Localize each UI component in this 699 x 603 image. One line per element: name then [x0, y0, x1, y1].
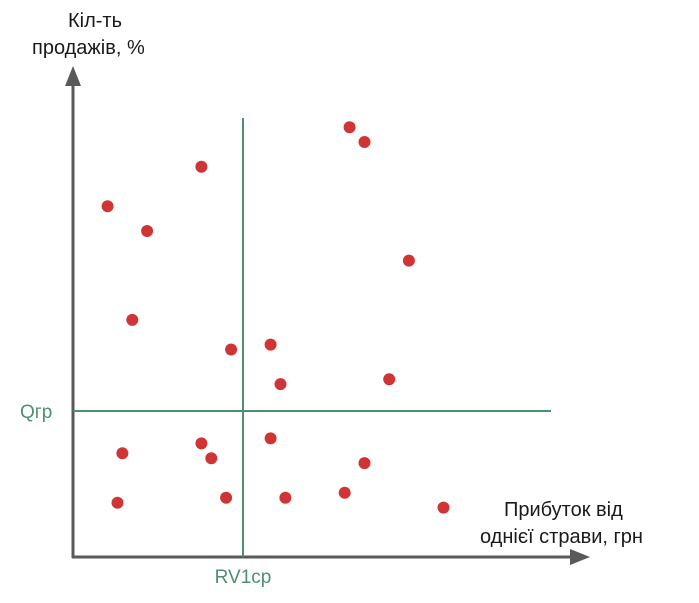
data-point-13 [195, 437, 208, 450]
x-axis-arrowhead [570, 549, 590, 565]
y-axis-title-line-1: Кіл-ть [68, 10, 122, 32]
data-point-9 [264, 338, 277, 351]
data-point-6 [402, 254, 415, 267]
y-axis-title-line-2: продажів, % [32, 37, 145, 59]
rv1cp-label: RV1cp [215, 567, 272, 588]
qgr-label: Qгр [20, 402, 52, 423]
data-point-8 [225, 343, 238, 356]
data-point-5 [358, 136, 371, 148]
x-axis-title: Прибуток від однієї страви, грн [480, 499, 643, 548]
data-point-14 [205, 452, 218, 465]
data-point-10 [274, 378, 287, 391]
y-axis-arrowhead [65, 66, 81, 86]
x-axis-title-line-1: Прибуток від [504, 499, 623, 521]
data-point-20 [338, 486, 351, 499]
data-point-2 [141, 225, 154, 237]
data-point-12 [116, 447, 129, 460]
data-point-3 [195, 160, 208, 173]
data-point-17 [111, 496, 124, 509]
data-point-7 [126, 313, 139, 326]
y-axis-title: Кіл-ть продажів, % [32, 10, 145, 59]
data-point-11 [383, 373, 396, 386]
data-point-15 [264, 432, 277, 445]
data-point-16 [358, 457, 371, 470]
x-axis-title-line-2: однієї страви, грн [480, 526, 643, 548]
data-point-19 [279, 491, 292, 504]
data-point-18 [220, 491, 233, 504]
data-point-21 [437, 501, 450, 514]
data-point-1 [101, 200, 114, 213]
data-points [101, 121, 450, 514]
data-point-4 [343, 121, 356, 134]
